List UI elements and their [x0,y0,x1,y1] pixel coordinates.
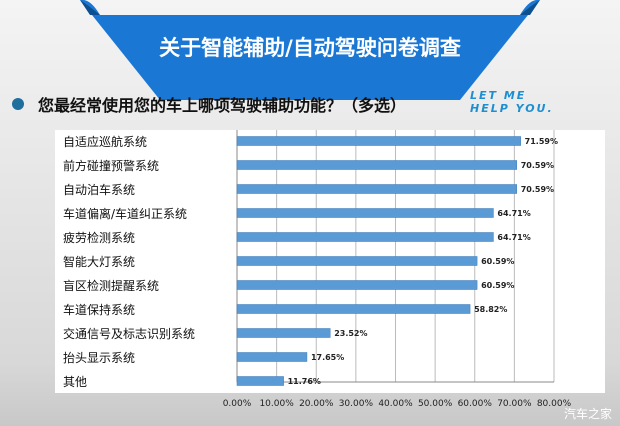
category-label: 盲区检测提醒系统 [63,278,159,293]
x-tick-label: 0.00% [223,399,252,409]
bar [236,232,494,242]
category-label: 交通信号及标志识别系统 [63,326,195,341]
bar [236,328,331,338]
bar [236,304,471,314]
category-label: 疲劳检测系统 [63,230,135,245]
question-text: 您最经常使用您的车上哪项驾驶辅助功能？（多选） [38,96,407,115]
title-banner [80,0,540,100]
category-label: 车道偏离/车道纠正系统 [63,206,187,221]
x-tick-label: 10.00% [259,399,294,409]
page-title: 关于智能辅助/自动驾驶问卷调查 [159,36,461,60]
value-label: 60.59% [481,257,514,266]
category-label: 其他 [63,375,87,389]
category-label: 前方碰撞预警系统 [63,158,159,173]
value-label: 23.52% [334,329,367,338]
category-label: 自适应巡航系统 [63,134,147,149]
category-label: 智能大灯系统 [63,254,135,269]
x-tick-label: 80.00% [537,399,572,409]
tagline-line2: HELP YOU. [470,102,554,115]
bar [236,352,308,362]
value-label: 70.59% [521,185,554,194]
value-label: 58.82% [474,305,507,314]
bar [236,376,284,386]
value-label: 11.76% [288,377,321,386]
value-label: 60.59% [481,281,514,290]
bar [236,280,478,290]
x-tick-label: 50.00% [418,399,453,409]
x-tick-label: 70.00% [497,399,532,409]
value-label: 64.71% [497,209,530,218]
category-label: 车道保持系统 [63,302,135,317]
tagline-logo: LET ME HELP YOU. [470,89,554,115]
value-label: 17.65% [311,353,344,362]
bar [236,136,521,146]
value-label: 71.59% [525,137,558,146]
x-tick-label: 20.00% [299,399,334,409]
category-label: 自动泊车系统 [63,182,135,197]
bar [236,208,494,218]
category-label: 抬头显示系统 [63,351,135,365]
bar [236,256,478,266]
bar-chart: 0.00% 10.00% 20.00% 30.00% 40.00% 50.00% 60.00… [63,130,572,409]
x-tick-label: 40.00% [378,399,413,409]
x-tick-label: 30.00% [339,399,374,409]
tagline-line1: LET ME [470,89,527,102]
watermark: 汽车之家 [563,407,612,421]
question-heading: 您最经常使用您的车上哪项驾驶辅助功能？（多选） [12,92,406,116]
bar [236,160,517,170]
bar [236,184,517,194]
value-label: 70.59% [521,161,554,170]
chart-panel: 0.00% 10.00% 20.00% 30.00% 40.00% 50.00% 60.00… [55,130,605,409]
bullet-icon [12,98,24,110]
x-tick-label: 60.00% [458,399,493,409]
value-label: 64.71% [497,233,530,242]
